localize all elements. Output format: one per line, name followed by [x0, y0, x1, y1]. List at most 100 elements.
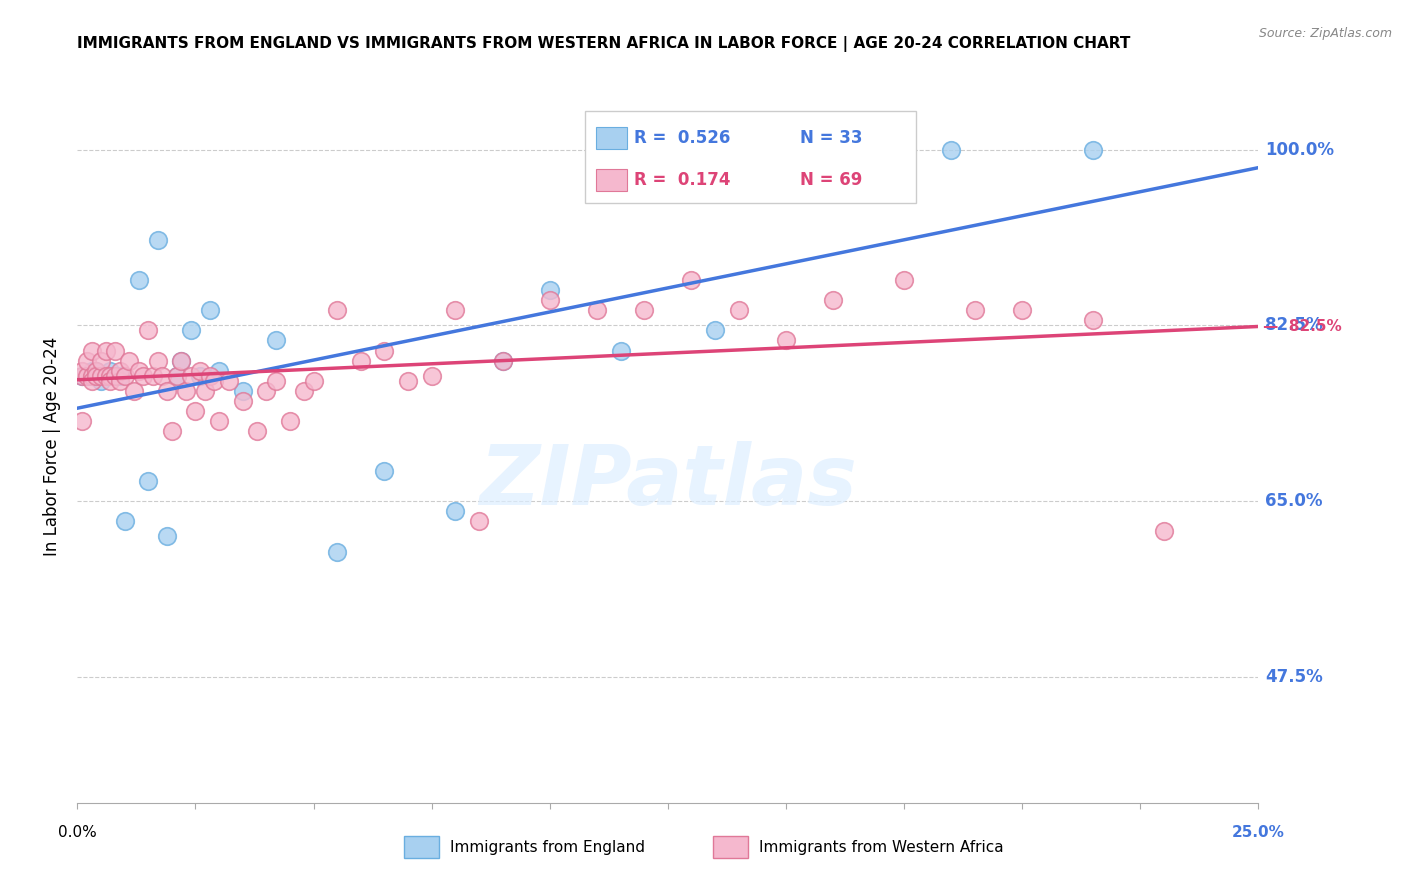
Point: [350, 353, 373, 368]
Point: [1081, 313, 1104, 327]
Point: [609, 343, 631, 358]
Point: [396, 374, 419, 388]
Point: [292, 384, 315, 398]
Point: [104, 368, 127, 383]
Point: [166, 368, 188, 383]
Point: [128, 363, 150, 377]
Text: 47.5%: 47.5%: [1265, 668, 1323, 686]
Y-axis label: In Labor Force | Age 20-24: In Labor Force | Age 20-24: [44, 336, 62, 556]
Point: [122, 384, 145, 398]
Point: [232, 393, 254, 408]
Point: [70, 414, 93, 428]
Point: [118, 353, 141, 368]
Point: [444, 504, 467, 518]
Point: [90, 374, 112, 388]
Point: [108, 374, 131, 388]
Point: [727, 303, 749, 318]
Point: [278, 414, 301, 428]
Point: [114, 368, 136, 383]
Text: IMMIGRANTS FROM ENGLAND VS IMMIGRANTS FROM WESTERN AFRICA IN LABOR FORCE | AGE 2: IMMIGRANTS FROM ENGLAND VS IMMIGRANTS FR…: [77, 36, 1130, 52]
Point: [194, 384, 217, 398]
Text: 0.0%: 0.0%: [58, 825, 97, 840]
Point: [373, 464, 395, 478]
Point: [538, 283, 561, 297]
Point: [180, 323, 202, 337]
Point: [373, 343, 395, 358]
Point: [302, 374, 325, 388]
Text: N = 33: N = 33: [800, 129, 863, 147]
Point: [963, 303, 986, 318]
Point: [326, 544, 349, 558]
Text: 100.0%: 100.0%: [1265, 141, 1334, 159]
Point: [150, 368, 173, 383]
Point: [108, 363, 131, 377]
Point: [246, 424, 269, 438]
Point: [208, 414, 231, 428]
Point: [100, 363, 122, 377]
Point: [90, 353, 112, 368]
Point: [941, 143, 963, 157]
Point: [180, 368, 202, 383]
Point: [70, 363, 93, 377]
Point: [160, 424, 183, 438]
Point: [174, 384, 197, 398]
Text: ZIPatlas: ZIPatlas: [479, 442, 856, 522]
Point: [198, 303, 221, 318]
Point: [491, 353, 513, 368]
Point: [1153, 524, 1175, 539]
Point: [84, 363, 107, 377]
Text: N = 69: N = 69: [800, 171, 862, 189]
Point: [444, 303, 467, 318]
Point: [184, 404, 207, 418]
Point: [114, 515, 136, 529]
Point: [681, 273, 703, 287]
Point: [136, 474, 159, 488]
Point: [218, 374, 240, 388]
Text: 65.0%: 65.0%: [1265, 492, 1323, 510]
Point: [1011, 303, 1033, 318]
Point: [76, 368, 98, 383]
Point: [132, 368, 155, 383]
Point: [198, 368, 221, 383]
Point: [166, 368, 188, 383]
Point: [146, 353, 169, 368]
Point: [100, 368, 122, 383]
Text: Source: ZipAtlas.com: Source: ZipAtlas.com: [1258, 27, 1392, 40]
Point: [80, 363, 103, 377]
Point: [100, 374, 122, 388]
Point: [146, 233, 169, 247]
Point: [208, 363, 231, 377]
Point: [90, 368, 112, 383]
Point: [128, 273, 150, 287]
Point: [420, 368, 443, 383]
Text: —  82.5%: — 82.5%: [1263, 319, 1341, 334]
Point: [156, 529, 179, 543]
Point: [80, 374, 103, 388]
Point: [170, 353, 193, 368]
Text: R =  0.526: R = 0.526: [634, 129, 731, 147]
Point: [94, 343, 117, 358]
Point: [264, 334, 287, 348]
Point: [188, 363, 211, 377]
Point: [188, 368, 211, 383]
Point: [823, 293, 845, 308]
Point: [633, 303, 655, 318]
Point: [76, 353, 98, 368]
Point: [1081, 143, 1104, 157]
Point: [264, 374, 287, 388]
Point: [538, 293, 561, 308]
Point: [94, 368, 117, 383]
Point: [170, 353, 193, 368]
Point: [491, 353, 513, 368]
Point: [893, 273, 915, 287]
Text: 25.0%: 25.0%: [1232, 825, 1285, 840]
Point: [70, 368, 93, 383]
Point: [80, 343, 103, 358]
Point: [845, 143, 868, 157]
Point: [70, 368, 93, 383]
Point: [80, 368, 103, 383]
Text: Immigrants from Western Africa: Immigrants from Western Africa: [759, 840, 1004, 855]
Point: [104, 368, 127, 383]
Point: [84, 363, 107, 377]
Point: [326, 303, 349, 318]
